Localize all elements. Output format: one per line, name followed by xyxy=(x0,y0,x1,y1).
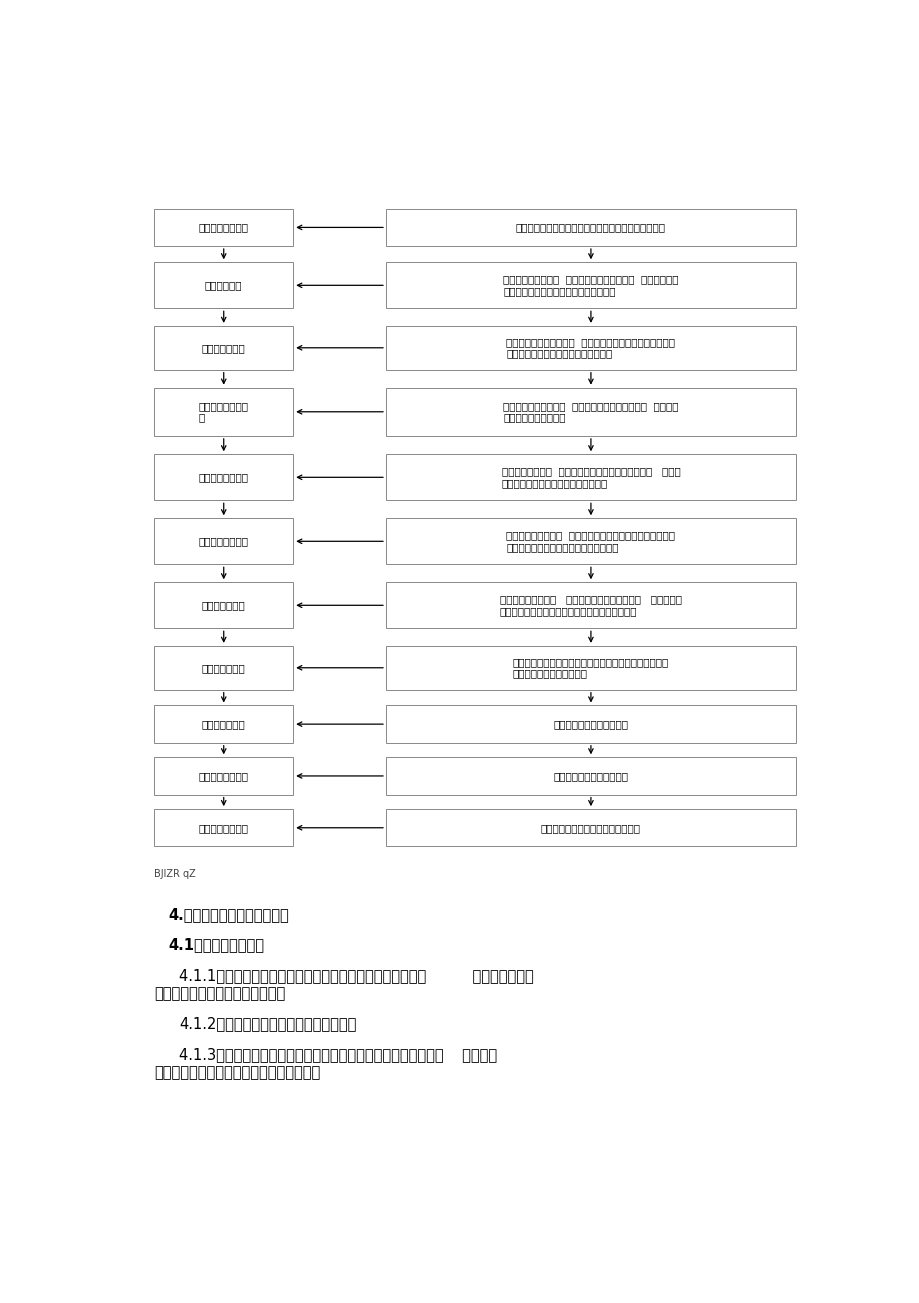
Text: 接近终沉标高阶段放慢下沉速度纠偏纠平面位移审查封底
实施方案，督促封底全过程: 接近终沉标高阶段放慢下沉速度纠偏纠平面位移审查封底 实施方案，督促封底全过程 xyxy=(512,657,668,679)
Text: 沉井施工质量验收: 沉井施工质量验收 xyxy=(199,822,248,833)
Text: BJlZR qZ: BJlZR qZ xyxy=(154,869,196,878)
Text: 沉井内部结构制作: 沉井内部结构制作 xyxy=(199,771,248,780)
FancyBboxPatch shape xyxy=(154,326,293,370)
FancyBboxPatch shape xyxy=(154,388,293,437)
Text: 4.1.1复核承包商放样的沉井双向轴线控制框及四角角点坐标          （矩形沉井），: 4.1.1复核承包商放样的沉井双向轴线控制框及四角角点坐标 （矩形沉井）， xyxy=(179,968,533,982)
FancyBboxPatch shape xyxy=(386,208,795,246)
FancyBboxPatch shape xyxy=(154,809,293,847)
Text: 沉井井体结构制作: 沉井井体结构制作 xyxy=(199,472,248,482)
Text: 沉井基坑开挙: 沉井基坑开挙 xyxy=(205,280,243,291)
FancyBboxPatch shape xyxy=(386,757,795,795)
Text: 4.1.3分节制作沉井时，测量监理工程师要复核分节沉井的标高，    严格控制: 4.1.3分节制作沉井时，测量监理工程师要复核分节沉井的标高， 严格控制 xyxy=(179,1046,497,1062)
Text: 沉井终沉及封底: 沉井终沉及封底 xyxy=(201,663,245,672)
Text: 钉筋隐蔽验收，旁站砼浇注: 钉筋隐蔽验收，旁站砼浇注 xyxy=(553,719,628,730)
Text: 或圆心坐标及直径（圆形沉井）。: 或圆心坐标及直径（圆形沉井）。 xyxy=(154,986,285,1001)
FancyBboxPatch shape xyxy=(386,262,795,309)
Text: 复验控制沉井平面尺寸  「龙门框」及砂垓层标高，  旁站承垓
木铺设或垓层砼的浇注: 复验控制沉井平面尺寸 「龙门框」及砂垓层标高， 旁站承垓 木铺设或垓层砼的浇注 xyxy=(503,401,678,422)
Text: 铺承垓木或浇垓层
砼: 铺承垓木或浇垓层 砼 xyxy=(199,401,248,422)
FancyBboxPatch shape xyxy=(154,582,293,628)
FancyBboxPatch shape xyxy=(386,388,795,437)
Text: 上下节沉井的轴线位置和垂直度保持一致。: 上下节沉井的轴线位置和垂直度保持一致。 xyxy=(154,1065,320,1080)
FancyBboxPatch shape xyxy=(386,519,795,564)
Text: 按主控项目和一般项目进行质量验收: 按主控项目和一般项目进行质量验收 xyxy=(540,822,641,833)
Text: 对砂垓层分层铺设厚度、  夸实质量及环刀取样测量干容重进
行巡查取样，监督对集水井及时抽排水: 对砂垓层分层铺设厚度、 夸实质量及环刀取样测量干容重进 行巡查取样，监督对集水井… xyxy=(505,337,675,358)
FancyBboxPatch shape xyxy=(154,646,293,689)
Text: 主体沉井设计交底、  审查沉井施工组织设计、  编制沉井工程
监理细则，向施工单位进行监理细则交底: 主体沉井设计交底、 审查沉井施工组织设计、 编制沉井工程 监理细则，向施工单位进… xyxy=(503,275,678,296)
Text: 沉井底板砼浇注: 沉井底板砼浇注 xyxy=(201,719,245,730)
FancyBboxPatch shape xyxy=(386,582,795,628)
FancyBboxPatch shape xyxy=(154,519,293,564)
FancyBboxPatch shape xyxy=(154,757,293,795)
FancyBboxPatch shape xyxy=(154,262,293,309)
Text: 沉井平面位置测放: 沉井平面位置测放 xyxy=(199,223,248,232)
Text: 4.监理工作控制要点及目标值: 4.监理工作控制要点及目标值 xyxy=(168,907,289,921)
Text: 钉筋模板验收，旁站砼浇注: 钉筋模板验收，旁站砼浇注 xyxy=(553,771,628,780)
Text: 查验沉井外观质量、  审查砼缺陷修补方案及外壁防水涂料施
工，检查下沉准备工作，旁站垓层砼凿除: 查验沉井外观质量、 审查砼缺陷修补方案及外壁防水涂料施 工，检查下沉准备工作，旁… xyxy=(505,530,675,552)
Text: 沉井下沉及纠偏: 沉井下沉及纠偏 xyxy=(201,601,245,610)
Text: 审查下沉实施方案，   跟班监理沉井下沉及纠偏，   督促施工单
位勘测量勤纠偏，确保沉井在不断纠偏中连续下沉: 审查下沉实施方案， 跟班监理沉井下沉及纠偏， 督促施工单 位勘测量勤纠偏，确保沉… xyxy=(499,594,681,616)
Text: 沉井砂垓层铺设: 沉井砂垓层铺设 xyxy=(201,343,245,353)
Text: 4.1测量监理控制要点: 4.1测量监理控制要点 xyxy=(168,937,264,952)
FancyBboxPatch shape xyxy=(154,705,293,743)
FancyBboxPatch shape xyxy=(154,455,293,500)
Text: 对模板制作安装、  钉筋制作及绑扎进行检验并验收，   对砼浇
注实施方案进行审查，旁站沉井砼浇捣: 对模板制作安装、 钉筋制作及绑扎进行检验并验收， 对砼浇 注实施方案进行审查，旁… xyxy=(501,466,679,489)
Text: 测量监理工程师复验坐标控制点沉井轴线及高程控制点: 测量监理工程师复验坐标控制点沉井轴线及高程控制点 xyxy=(516,223,665,232)
FancyBboxPatch shape xyxy=(386,455,795,500)
FancyBboxPatch shape xyxy=(154,208,293,246)
FancyBboxPatch shape xyxy=(386,809,795,847)
FancyBboxPatch shape xyxy=(386,705,795,743)
Text: 4.1.2复核砂垓层边线，素砼垓层的抄平。: 4.1.2复核砂垓层边线，素砼垓层的抄平。 xyxy=(179,1016,357,1031)
FancyBboxPatch shape xyxy=(386,326,795,370)
FancyBboxPatch shape xyxy=(386,646,795,689)
Text: 拆模及凿除垓层砼: 拆模及凿除垓层砼 xyxy=(199,537,248,546)
